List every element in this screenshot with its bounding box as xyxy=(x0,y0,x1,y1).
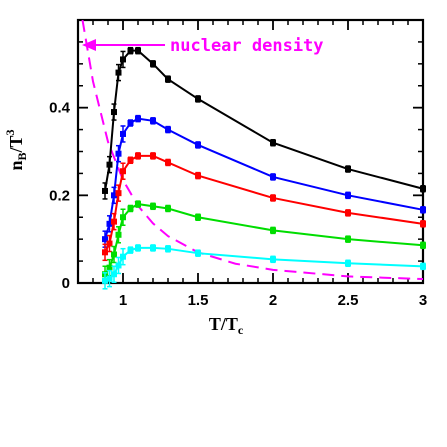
data-point xyxy=(102,187,108,194)
data-point xyxy=(420,220,426,227)
data-point xyxy=(111,192,117,199)
series-2 xyxy=(102,152,426,262)
data-point xyxy=(165,159,171,166)
data-point xyxy=(150,152,156,159)
y-axis-title-sub: B xyxy=(15,152,29,160)
data-point xyxy=(195,141,201,148)
annotation-layer: nuclear density xyxy=(82,36,324,56)
data-point xyxy=(165,245,171,252)
nuclear-density-curve-layer xyxy=(81,20,423,281)
x-tick-label: 3 xyxy=(419,292,427,309)
data-point xyxy=(127,247,134,254)
series-4 xyxy=(102,244,426,290)
series-1 xyxy=(102,114,426,248)
series-3 xyxy=(102,200,426,283)
data-point xyxy=(150,60,156,67)
data-point xyxy=(111,251,117,258)
annotation-text: nuclear density xyxy=(170,36,324,56)
data-point xyxy=(345,260,351,267)
tick-labels: 1 1.5 2 2.5 3 0 0.2 0.4 xyxy=(49,100,427,309)
data-point xyxy=(135,47,141,54)
data-point xyxy=(111,271,117,278)
data-point xyxy=(135,115,141,122)
data-point xyxy=(270,194,276,201)
x-tick-label: 2 xyxy=(269,292,277,309)
data-point xyxy=(127,120,134,127)
data-point xyxy=(115,231,122,238)
y-tick-label: 0 xyxy=(62,275,70,292)
data-point xyxy=(345,192,351,199)
data-point xyxy=(106,240,113,247)
nuclear-density-curve xyxy=(81,20,423,281)
data-point xyxy=(345,166,351,173)
data-point xyxy=(115,150,122,157)
data-point xyxy=(106,161,113,168)
data-point xyxy=(135,152,141,159)
data-point xyxy=(127,47,134,54)
y-axis-title: nB/T3 xyxy=(3,129,29,170)
data-point xyxy=(165,76,171,83)
data-point xyxy=(127,205,134,212)
data-point xyxy=(120,214,126,221)
data-point xyxy=(270,139,276,146)
data-point xyxy=(345,209,351,216)
series-0 xyxy=(102,46,426,200)
plot-frame xyxy=(76,18,425,285)
data-point xyxy=(345,236,351,243)
data-point xyxy=(102,277,108,284)
y-tick-label: 0.2 xyxy=(49,187,70,204)
data-point xyxy=(150,244,156,251)
data-point xyxy=(106,220,113,227)
data-point xyxy=(195,250,201,257)
series-layer xyxy=(102,46,426,290)
data-point xyxy=(420,263,426,270)
annotation-arrow-head xyxy=(82,39,96,51)
data-point xyxy=(115,69,122,76)
x-tick-label: 2.5 xyxy=(338,292,359,309)
data-point xyxy=(102,236,108,243)
y-tick-label: 0.4 xyxy=(49,100,71,117)
y-axis-title-main: n xyxy=(6,161,26,171)
data-point xyxy=(195,95,201,102)
axis-ticks xyxy=(78,20,424,284)
data-point xyxy=(111,218,117,225)
data-point xyxy=(115,262,122,269)
data-point xyxy=(106,275,113,282)
data-point xyxy=(135,201,141,208)
data-point xyxy=(195,172,201,179)
data-point xyxy=(270,256,276,263)
x-tick-label: 1 xyxy=(119,292,127,309)
data-point xyxy=(420,206,426,213)
data-point xyxy=(115,190,122,197)
data-point xyxy=(165,126,171,133)
data-point xyxy=(150,117,156,124)
x-axis-title: T/Tc xyxy=(209,314,244,337)
data-point xyxy=(270,227,276,234)
data-point xyxy=(120,253,126,260)
data-point xyxy=(150,203,156,210)
y-axis-title-sup: 3 xyxy=(3,129,17,135)
data-point xyxy=(195,214,201,221)
y-axis-title-mid: /T xyxy=(6,135,26,153)
data-point xyxy=(165,205,171,212)
data-point xyxy=(420,242,426,249)
x-axis-title-main: T/T xyxy=(209,314,238,334)
data-point xyxy=(106,264,113,271)
data-point xyxy=(120,130,126,137)
data-point xyxy=(120,56,126,63)
data-point xyxy=(120,168,126,175)
series-line xyxy=(104,246,424,282)
data-point xyxy=(135,244,141,251)
data-point xyxy=(270,173,276,180)
data-point xyxy=(111,109,117,116)
data-point xyxy=(102,249,108,256)
data-point xyxy=(127,157,134,164)
x-tick-label: 1.5 xyxy=(188,292,209,309)
data-point xyxy=(420,185,426,192)
x-axis-title-sub: c xyxy=(238,323,244,337)
